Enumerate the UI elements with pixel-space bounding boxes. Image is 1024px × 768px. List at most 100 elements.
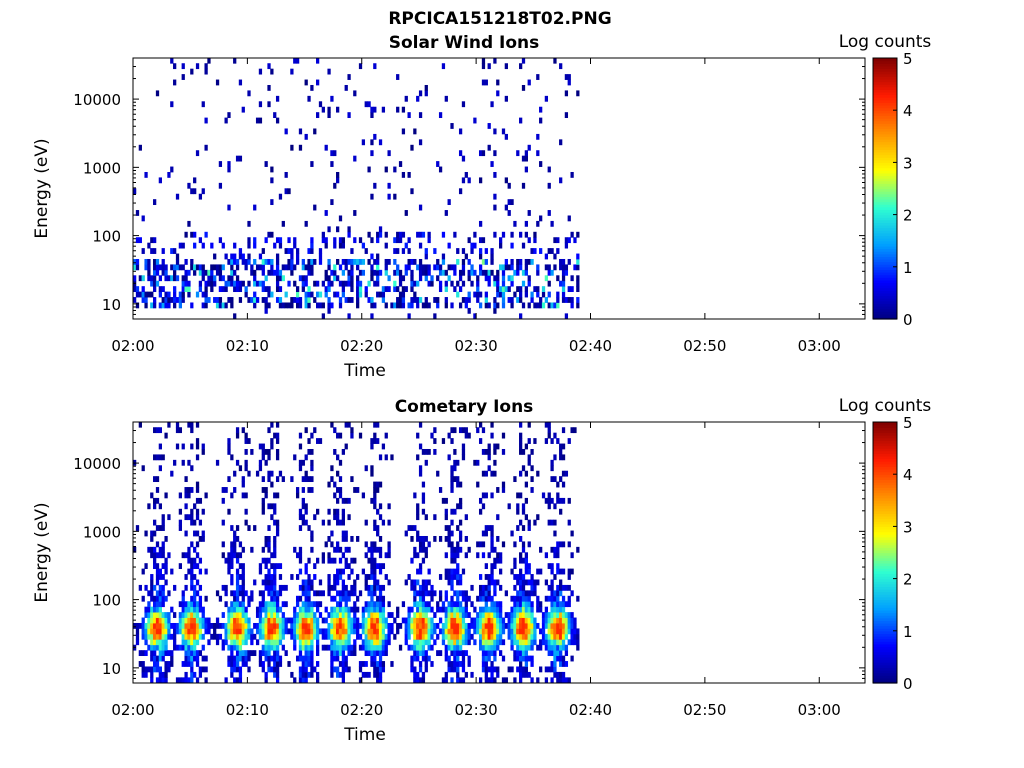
spectrogram-cell <box>567 286 571 293</box>
spectrogram-cell <box>258 465 263 472</box>
spectrogram-cell <box>195 150 200 157</box>
spectrogram-cell <box>484 525 488 531</box>
spectrogram-cell <box>238 552 243 559</box>
spectrogram-cell <box>444 655 448 662</box>
spectrogram-cell <box>153 286 157 293</box>
spectrogram-cell <box>221 541 225 548</box>
spectrogram-cell <box>450 617 454 624</box>
spectrogram-cell <box>413 633 417 640</box>
spectrogram-cell <box>344 595 348 602</box>
spectrogram-cell <box>438 650 443 657</box>
colorbar-segment <box>873 300 897 304</box>
spectrogram-cell <box>576 286 580 293</box>
spectrogram-cell <box>310 644 314 651</box>
spectrogram-cell <box>444 574 448 580</box>
spectrogram-cell <box>213 264 217 271</box>
spectrogram-cell <box>527 601 531 608</box>
spectrogram-cell <box>510 606 514 613</box>
colorbar-segment <box>873 305 897 310</box>
spectrogram-cell <box>527 644 531 651</box>
spectrogram-cell <box>444 595 448 602</box>
spectrogram-cell <box>461 448 466 455</box>
spectrogram-cell <box>493 128 497 135</box>
spectrogram-cell <box>470 584 474 591</box>
spectrogram-cell <box>181 63 185 70</box>
spectrogram-cell <box>364 291 368 298</box>
spectrogram-cell <box>304 297 308 303</box>
spectrogram-cell <box>336 650 340 657</box>
spectrogram-cell <box>275 671 280 678</box>
spectrogram-cell <box>193 530 197 537</box>
spectrogram-cell <box>258 68 263 75</box>
spectrogram-cell <box>341 622 345 629</box>
spectrogram-cell <box>456 459 460 466</box>
spectrogram-cell <box>393 237 397 244</box>
spectrogram-cell <box>155 639 160 646</box>
spectrogram-cell <box>198 264 203 271</box>
spectrogram-cell <box>353 622 357 629</box>
spectrogram-cell <box>298 584 303 591</box>
spectrogram-cell <box>307 525 311 531</box>
spectrogram-cell <box>361 492 366 499</box>
spectrogram-cell <box>453 552 457 559</box>
spectrogram-cell <box>370 563 374 570</box>
spectrogram-cell <box>273 242 277 249</box>
spectrogram-cell <box>155 90 160 97</box>
spectrogram-cell <box>333 237 337 244</box>
spectrogram-cell <box>513 628 517 635</box>
spectrogram-cell <box>316 57 320 64</box>
spectrogram-cell <box>187 661 191 667</box>
spectrogram-cell <box>527 459 531 466</box>
spectrogram-cell <box>527 302 531 309</box>
spectrogram-cell <box>524 666 528 673</box>
spectrogram-cell <box>424 590 428 597</box>
spectrogram-cell <box>324 606 328 613</box>
spectrogram-cell <box>241 568 245 575</box>
spectrogram-cell <box>310 535 314 542</box>
spectrogram-cell <box>450 579 454 586</box>
spectrogram-cell <box>561 612 566 618</box>
spectrogram-cell <box>450 606 454 613</box>
spectrogram-cell <box>310 650 314 657</box>
spectrogram-cell <box>190 568 194 575</box>
spectrogram-cell <box>396 606 400 613</box>
spectrogram-cell <box>190 601 194 608</box>
spectrogram-cell <box>275 525 280 531</box>
spectrogram-cell <box>181 280 185 287</box>
spectrogram-cell <box>313 601 317 608</box>
spectrogram-cell <box>524 568 528 575</box>
spectrogram-cell <box>567 297 571 303</box>
spectrogram-cell <box>338 302 343 309</box>
spectrogram-cell <box>513 650 517 657</box>
spectrogram-cell <box>290 269 294 276</box>
spectrogram-cell <box>230 579 234 586</box>
spectrogram-cell <box>501 432 506 439</box>
spectrogram-cell <box>499 568 503 575</box>
spectrogram-cell <box>338 568 343 575</box>
spectrogram-cell <box>438 595 443 602</box>
spectrogram-cell <box>427 568 431 575</box>
spectrogram-cell <box>255 606 260 613</box>
spectrogram-cell <box>447 275 451 282</box>
spectrogram-cell <box>367 606 371 613</box>
spectrogram-cell <box>450 628 454 635</box>
spectrogram-cell <box>450 508 454 515</box>
spectrogram-cell <box>327 612 331 618</box>
spectrogram-cell <box>215 617 220 624</box>
spectrogram-cell <box>487 677 491 684</box>
spectrogram-cell <box>378 595 383 602</box>
spectrogram-cell <box>519 644 523 651</box>
spectrogram-cell <box>421 508 426 515</box>
spectrogram-cell <box>461 655 466 662</box>
colorbar-segment <box>873 659 897 663</box>
spectrogram-cell <box>467 546 471 553</box>
spectrogram-cell <box>507 210 511 216</box>
spectrogram-cell <box>198 601 203 608</box>
spectrogram-cell <box>407 264 411 271</box>
colorbar-segment <box>873 641 897 645</box>
spectrogram-cell <box>519 612 523 618</box>
colorbar-segment <box>873 649 897 653</box>
spectrogram-cell <box>413 590 417 597</box>
spectrogram-cell <box>330 269 334 276</box>
